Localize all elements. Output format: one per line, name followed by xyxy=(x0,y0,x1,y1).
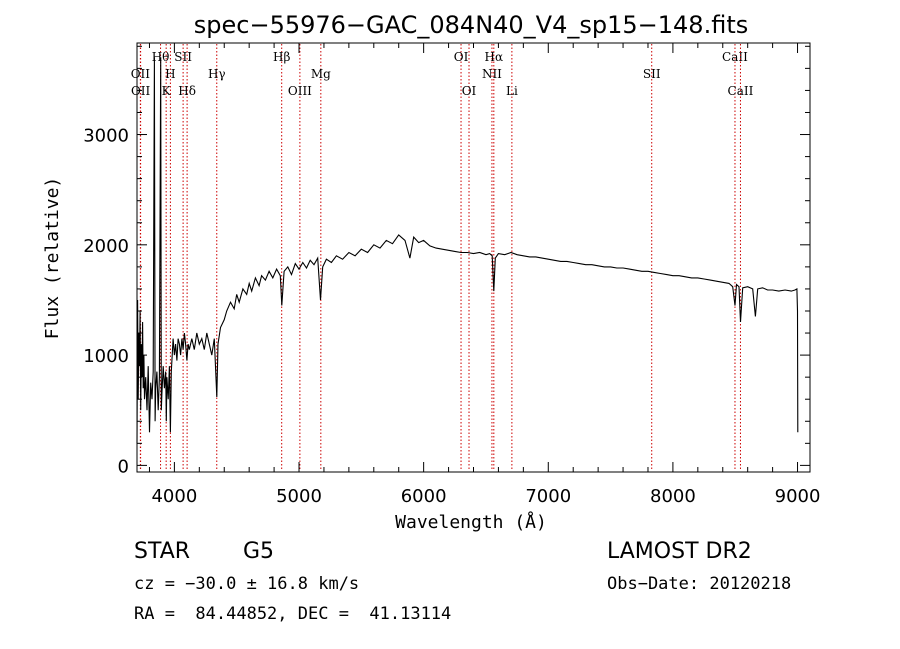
object-class: STAR xyxy=(134,539,191,564)
line-marker-label: OII xyxy=(131,84,151,98)
x-tick-label: 6000 xyxy=(401,486,447,507)
x-tick-label: 5000 xyxy=(276,486,322,507)
chart-title: spec−55976−GAC_084N40_V4_sp15−148.fits xyxy=(194,11,748,39)
line-marker-label: CaII xyxy=(722,50,748,64)
x-tick-label: 7000 xyxy=(525,486,571,507)
line-marker-label: OI xyxy=(462,84,477,98)
y-tick-label: 0 xyxy=(118,456,129,477)
line-marker-label: Hδ xyxy=(178,84,196,98)
coordinates-text: RA = 84.44852, DEC = 41.13114 xyxy=(134,604,452,624)
plot-frame xyxy=(136,42,811,473)
y-tick-label: 1000 xyxy=(83,346,129,367)
object-subclass: G5 xyxy=(243,539,275,564)
line-marker-label: Hγ xyxy=(208,67,226,81)
y-tick-label: 3000 xyxy=(83,126,129,147)
survey-name: LAMOST DR2 xyxy=(607,539,752,564)
axis-ticks: 4000 5000 6000 7000 8000 9000 0 1000 2000 3000 xyxy=(83,43,820,507)
x-tick-label: 9000 xyxy=(775,486,821,507)
line-marker-label: OIII xyxy=(288,84,312,98)
obs-date-text: Obs−Date: 20120218 xyxy=(607,574,792,594)
line-marker-label: SII xyxy=(174,50,192,64)
line-marker-label: Mg xyxy=(311,67,331,81)
line-marker-label: H xyxy=(165,67,175,81)
line-marker-label: Hθ xyxy=(152,50,170,64)
line-marker-label: Hα xyxy=(485,50,504,64)
line-marker-label: Li xyxy=(506,84,518,98)
line-marker-label: CaII xyxy=(728,84,754,98)
x-tick-label: 4000 xyxy=(151,486,197,507)
line-markers: OIIOIIHθKHSIIHδHγHβOIIIMgOIOINIIHαLiSIIC… xyxy=(131,44,754,471)
x-axis-label: Wavelength (Å) xyxy=(395,511,547,533)
line-marker-label: OII xyxy=(131,67,151,81)
line-marker-label: SII xyxy=(643,67,661,81)
y-axis-label: Flux (relative) xyxy=(42,177,63,340)
y-tick-label: 2000 xyxy=(83,236,129,257)
line-marker-label: Hβ xyxy=(273,50,290,64)
line-marker-label: NII xyxy=(482,67,502,81)
line-marker-label: K xyxy=(162,84,172,98)
line-marker-label: OI xyxy=(454,50,469,64)
spectrum-line xyxy=(136,57,799,444)
x-tick-label: 8000 xyxy=(650,486,696,507)
redshift-text: cz = −30.0 ± 16.8 km/s xyxy=(134,574,360,594)
